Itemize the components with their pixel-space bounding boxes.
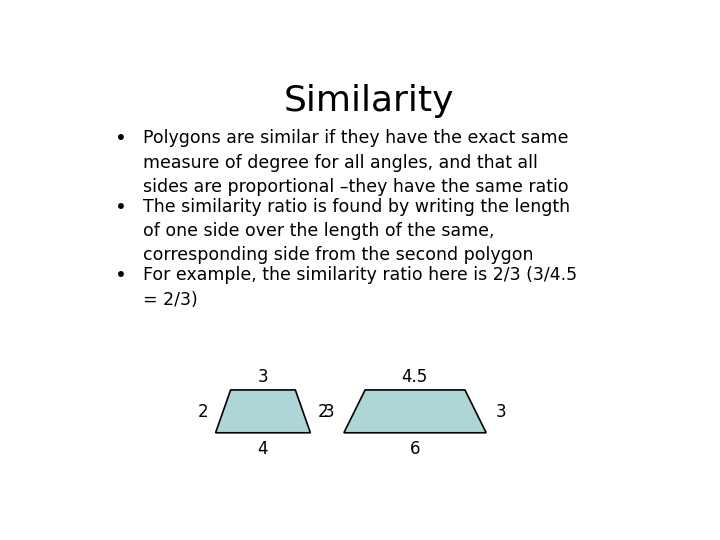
Text: Similarity: Similarity: [284, 84, 454, 118]
Text: For example, the similarity ratio here is 2/3 (3/4.5
= 2/3): For example, the similarity ratio here i…: [143, 266, 577, 309]
Text: 3: 3: [258, 368, 269, 386]
Text: •: •: [115, 129, 127, 149]
Text: 2: 2: [198, 403, 208, 421]
Text: 3: 3: [495, 403, 506, 421]
Text: 4.5: 4.5: [402, 368, 428, 386]
Text: •: •: [115, 198, 127, 217]
Text: The similarity ratio is found by writing the length
of one side over the length : The similarity ratio is found by writing…: [143, 198, 570, 265]
Text: 3: 3: [324, 403, 334, 421]
Text: Polygons are similar if they have the exact same
measure of degree for all angle: Polygons are similar if they have the ex…: [143, 129, 569, 196]
Text: 6: 6: [410, 440, 420, 458]
Text: •: •: [115, 266, 127, 286]
Text: 4: 4: [258, 440, 269, 458]
Text: 2: 2: [318, 403, 328, 421]
Polygon shape: [344, 390, 486, 433]
Polygon shape: [215, 390, 310, 433]
